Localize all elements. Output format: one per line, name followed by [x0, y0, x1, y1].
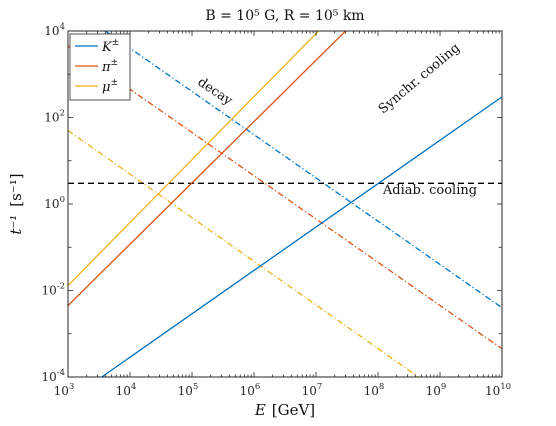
legend-box — [69, 33, 131, 101]
legend-label-2: μ± — [102, 78, 118, 95]
ticks-layer — [67, 30, 503, 378]
y-tick-label-3: 10-2 — [41, 282, 65, 298]
annotations-layer: decay Synchr. cooling Adiab. cooling — [195, 41, 477, 198]
series-line-1 — [68, 31, 347, 306]
x-tick-label-2: 105 — [178, 382, 199, 398]
x-tick-label-3: 106 — [240, 382, 261, 398]
series-line-5 — [68, 129, 419, 377]
series-line-0 — [101, 96, 502, 377]
x-tick-label-6: 109 — [426, 382, 447, 398]
x-tick-label-0: 103 — [54, 382, 75, 398]
x-tick-label-4: 107 — [302, 382, 323, 398]
x-tick-label-5: 108 — [364, 382, 385, 398]
series-line-4 — [68, 45, 502, 350]
x-axis-label: E [GeV] — [254, 401, 315, 419]
legend-label-0: K± — [101, 38, 119, 55]
series-line-3 — [104, 31, 502, 309]
x-tick-label-7: 1010 — [485, 382, 511, 398]
y-tick-label-1: 102 — [44, 109, 65, 125]
legend-label-1: π± — [101, 58, 118, 75]
series-layer — [68, 31, 502, 377]
tick-labels-layer: 103 104 105 106 107 108 109 1010 104 102 100 10-2 10… — [41, 22, 511, 398]
legend-entries: K± π± μ± — [75, 38, 119, 95]
annotation-2: Adiab. cooling — [382, 183, 477, 198]
annotation-1: Synchr. cooling — [376, 41, 463, 118]
series-line-2 — [68, 31, 320, 287]
y-tick-label-2: 100 — [44, 195, 65, 211]
y-tick-label-4: 10-4 — [41, 368, 65, 384]
plot-frame — [67, 30, 503, 378]
chart-title: B = 10⁵ G, R = 10⁵ km — [205, 8, 364, 24]
legend: K± π± μ± — [69, 33, 131, 101]
y-axis-label: t⁻¹[s⁻¹] — [7, 173, 25, 234]
x-tick-label-1: 104 — [116, 382, 137, 398]
y-tick-label-0: 104 — [44, 22, 65, 38]
annotation-0: decay — [195, 75, 236, 109]
